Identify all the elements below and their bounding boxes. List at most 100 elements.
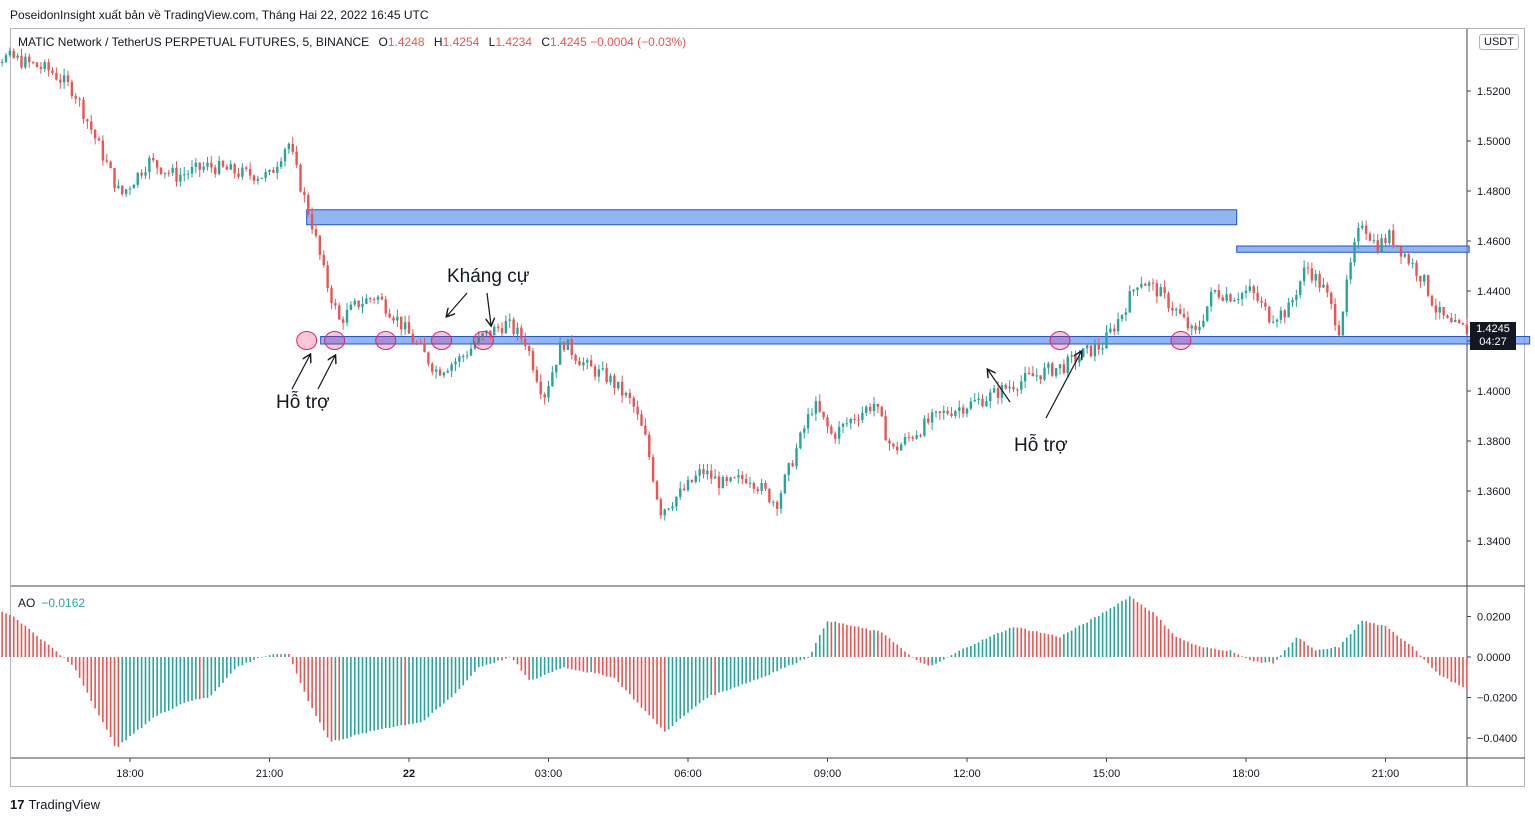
tradingview-footer[interactable]: 17 TradingView (10, 797, 100, 812)
currency-unit-button[interactable]: USDT (1479, 34, 1519, 50)
candle-body (768, 488, 771, 503)
publish-caption: PoseidonInsight xuất bản về TradingView.… (10, 8, 429, 22)
candle-body (845, 423, 849, 425)
candle-body (1260, 300, 1263, 303)
candle-body (1264, 302, 1267, 307)
ao-bar (458, 657, 461, 690)
time-tick-label: 03:00 (535, 768, 563, 780)
ao-bar (388, 657, 391, 728)
ao-bar (431, 657, 434, 713)
candle-body (1252, 286, 1255, 293)
ao-bar (489, 657, 492, 664)
ao-bar (129, 657, 131, 737)
candle-body (272, 169, 275, 173)
candle-body (1240, 293, 1244, 300)
candle-body (504, 320, 508, 334)
candle-body (1434, 305, 1438, 313)
ao-bar (171, 657, 174, 709)
candle-body (97, 138, 101, 141)
ao-bar (284, 653, 286, 657)
ao-bar (671, 657, 674, 727)
candle-body (930, 412, 934, 423)
ao-bar (485, 657, 488, 665)
ao-bar (67, 657, 69, 662)
annotation-arrow (1045, 352, 1081, 419)
ao-bar (923, 657, 926, 664)
ao-bar (353, 657, 356, 736)
ao-bar (869, 630, 871, 657)
price-tick-label: 1.3400 (1477, 536, 1511, 548)
ao-bar (102, 657, 104, 723)
candle-body (496, 326, 500, 329)
candle-body (376, 296, 380, 300)
candle-body (24, 56, 27, 68)
time-tick-label: 09:00 (814, 768, 842, 780)
candle-body (477, 336, 480, 345)
zones (306, 209, 1531, 345)
candle-body (1004, 384, 1007, 389)
candle-body (934, 411, 938, 413)
ao-bar (1012, 627, 1015, 657)
candle-body (826, 417, 829, 427)
candle-body (1357, 228, 1360, 242)
ao-bar (784, 657, 786, 668)
candle-body (915, 435, 918, 439)
price-tick-label: 1.4400 (1477, 286, 1511, 298)
ao-bar (1229, 650, 1232, 657)
candle-body (1198, 326, 1201, 331)
candle-body (977, 398, 980, 401)
candle-body (1271, 321, 1275, 323)
candle-body (679, 488, 682, 497)
candle-body (1213, 290, 1217, 292)
price-zone (320, 336, 1531, 345)
candle-body (473, 344, 477, 349)
ao-bar (412, 657, 414, 724)
ao-bar (873, 629, 875, 657)
ao-bar (245, 657, 248, 663)
candle-body (892, 443, 895, 447)
candle-body (919, 435, 922, 437)
ao-bar (1074, 627, 1077, 657)
candle-body (1035, 375, 1038, 377)
candle-body (1376, 240, 1379, 253)
ao-bar (47, 644, 50, 657)
tradingview-brand: TradingView (28, 797, 101, 812)
ao-bar (36, 635, 38, 657)
candle-body (896, 446, 899, 451)
ao-bar (799, 657, 802, 661)
candle-body (1384, 238, 1387, 243)
candle-body (1337, 325, 1341, 336)
ao-bar (1020, 627, 1023, 657)
ao-bar (113, 657, 116, 746)
candle-body (965, 408, 969, 414)
candle-body (578, 360, 581, 366)
support-label-right: Hỗ trợ (1014, 435, 1068, 456)
ao-bar (741, 657, 744, 685)
candle-body (1256, 292, 1259, 301)
candle-body (551, 372, 554, 387)
candle-body (1116, 319, 1120, 332)
candle-body (985, 401, 988, 407)
price-tick-label: 1.4600 (1477, 236, 1511, 248)
candle-body (144, 172, 147, 176)
ao-bar (1423, 657, 1426, 660)
high-value: 1.4254 (442, 35, 480, 49)
ao-bar (803, 657, 806, 660)
candle-body (175, 167, 178, 182)
candle-body (1085, 345, 1089, 349)
ao-bar (989, 636, 992, 657)
ao-bar (454, 657, 457, 694)
ao-bar (780, 657, 782, 669)
ao-bar (834, 621, 837, 657)
candle-body (876, 403, 880, 407)
ao-bar (594, 657, 596, 674)
candle-body (539, 381, 542, 395)
candle-body (431, 363, 434, 372)
candle-body (857, 419, 860, 421)
touch-circle (472, 331, 494, 350)
candle-body (1388, 230, 1391, 243)
ao-bar (1458, 657, 1460, 686)
candle-body (1159, 287, 1162, 297)
candle-body (322, 254, 325, 266)
